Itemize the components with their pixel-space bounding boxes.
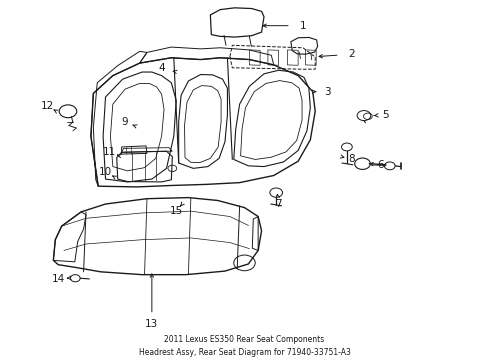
Text: 14: 14 (52, 274, 65, 284)
Text: 12: 12 (41, 101, 54, 111)
Text: 15: 15 (169, 206, 183, 216)
Text: 10: 10 (99, 167, 112, 177)
Text: 8: 8 (348, 154, 354, 165)
Text: 2011 Lexus ES350 Rear Seat Components
Headrest Assy, Rear Seat Diagram for 71940: 2011 Lexus ES350 Rear Seat Components He… (138, 335, 350, 357)
Text: 3: 3 (324, 87, 330, 97)
Text: 4: 4 (158, 63, 164, 73)
Text: 7: 7 (275, 199, 282, 209)
Text: 2: 2 (348, 49, 354, 59)
Text: 6: 6 (377, 160, 384, 170)
Text: 13: 13 (145, 319, 158, 329)
Text: 11: 11 (102, 147, 115, 157)
Text: 1: 1 (299, 21, 305, 31)
Text: 5: 5 (382, 110, 388, 120)
Text: 9: 9 (122, 117, 128, 127)
